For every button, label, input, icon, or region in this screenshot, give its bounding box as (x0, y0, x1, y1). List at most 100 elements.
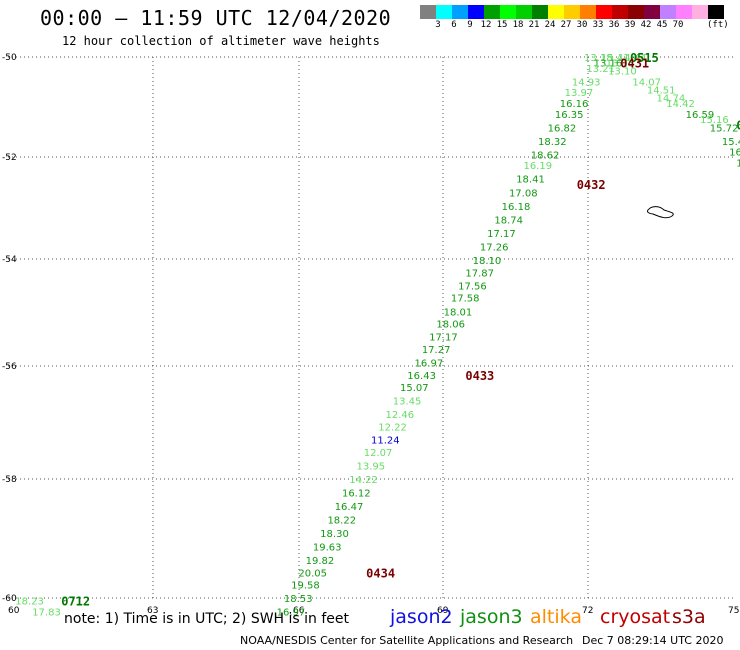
pass-time-label: 0431 (620, 56, 649, 70)
wave-height-label: 16.82 (548, 123, 577, 134)
color-scale-label: 6 (451, 20, 457, 30)
wave-height-label: 18.06 (436, 320, 465, 331)
wave-height-label: 16.18 (502, 202, 531, 213)
pass-time-label: 0516 (736, 119, 740, 133)
wave-height-label: 14.22 (349, 475, 378, 486)
legend-item-s3a: s3a (672, 606, 706, 628)
color-scale-swatch (564, 5, 580, 19)
color-scale-swatch (580, 5, 596, 19)
color-scale-swatch (708, 5, 724, 19)
legend-item-jason3: jason3 (460, 606, 523, 628)
wave-height-label: 18.10 (473, 256, 502, 267)
wave-height-label: 13.18 (584, 53, 613, 64)
color-scale-swatch (596, 5, 612, 19)
wave-height-label: 16.59 (686, 110, 715, 121)
wave-height-label: 16.71 (729, 148, 740, 159)
wave-height-label: 18.41 (516, 175, 545, 186)
wave-height-label: 17.17 (487, 229, 516, 240)
color-scale-swatch (644, 5, 660, 19)
wave-height-label: 16.97 (415, 359, 444, 370)
legend-item-jason2: jason2 (390, 606, 453, 628)
color-scale-swatch (660, 5, 676, 19)
color-scale-swatch (532, 5, 548, 19)
color-scale: 3 6 9 12 15 18 21 24 27 30 33 36 39 42 45 70 (ft) (420, 5, 740, 33)
x-tick-label: 66 (293, 606, 305, 616)
wave-height-label: 18.30 (320, 529, 349, 540)
color-scale-swatch (452, 5, 468, 19)
color-scale-swatch (516, 5, 532, 19)
color-scale-swatch (420, 5, 436, 19)
color-scale-label: 36 (608, 20, 620, 30)
wave-height-label: 19.63 (313, 543, 342, 554)
wave-height-label: 14.07 (632, 77, 661, 88)
wave-height-label: 13.18 (606, 58, 635, 69)
wave-height-label: 18.62 (531, 150, 560, 161)
color-scale-swatch (676, 5, 692, 19)
color-scale-label: 3 (435, 20, 441, 30)
wave-height-label: 16.43 (407, 371, 436, 382)
wave-height-label: 11.24 (371, 435, 400, 446)
color-scale-label: 24 (544, 20, 556, 30)
wave-height-label: 13.21 (586, 64, 615, 75)
x-tick-label: 75 (728, 606, 739, 616)
wave-height-label: 13.16 (594, 58, 623, 69)
color-scale-label: 9 (467, 20, 473, 30)
color-scale-swatch (548, 5, 564, 19)
color-scale-swatch (468, 5, 484, 19)
color-scale-label: 15 (496, 20, 508, 30)
wave-height-label: 16.97 (277, 608, 306, 619)
color-scale-label: 39 (624, 20, 636, 30)
wave-height-label: 14.44 (618, 53, 647, 64)
wave-height-label: 14.51 (647, 85, 676, 96)
wave-height-label: 18.01 (444, 307, 473, 318)
wave-height-label: 16.12 (342, 489, 371, 500)
wave-height-label: 16.47 (335, 502, 364, 513)
wave-height-label: 12.46 (386, 410, 415, 421)
wave-height-label: 17.56 (458, 281, 487, 292)
color-scale-label: 45 (656, 20, 668, 30)
wave-height-label: 18.32 (538, 137, 567, 148)
wave-height-label: 17.27 (422, 345, 451, 356)
footer-note: note: 1) Time is in UTC; 2) SWH is in fe… (64, 611, 350, 627)
wave-height-label: 17.08 (509, 188, 538, 199)
legend-item-cryosat: cryosat (600, 606, 671, 628)
y-tick-label: -50 (2, 53, 17, 63)
wave-height-label: 12.22 (378, 423, 407, 434)
wave-height-label: 17.17 (429, 333, 458, 344)
island-outline (647, 206, 674, 219)
color-scale-swatch (500, 5, 516, 19)
color-scale-swatch (692, 5, 708, 19)
wave-height-label: 19.58 (291, 580, 320, 591)
wave-height-label: 12.07 (364, 448, 393, 459)
x-tick-label: 63 (147, 606, 158, 616)
page-title: 00:00 – 11:59 UTC 12/04/2020 (40, 6, 392, 30)
wave-height-label: 15.07 (400, 383, 429, 394)
x-tick-label: 60 (8, 606, 20, 616)
wave-height-label: 14.74 (657, 94, 686, 105)
pass-time-label: 0434 (366, 567, 395, 581)
pass-time-label: 0712 (61, 595, 90, 609)
color-scale-swatch (484, 5, 500, 19)
wave-height-label: 16.16 (560, 99, 589, 110)
y-tick-label: -52 (2, 153, 17, 163)
wave-height-label: 20.05 (298, 569, 327, 580)
color-scale-labels: 3 6 9 12 15 18 21 24 27 30 33 36 39 42 45 70 (ft) (420, 19, 740, 33)
wave-height-label: 15.16 (700, 115, 729, 126)
pass-time-label: 0433 (465, 369, 494, 383)
color-scale-label: 12 (480, 20, 492, 30)
wave-height-label: 18.23 (15, 597, 44, 608)
color-scale-label: 18 (512, 20, 524, 30)
page-subtitle: 12 hour collection of altimeter wave hei… (62, 34, 380, 48)
wave-height-label: 13.97 (565, 88, 594, 99)
wave-height-label: 17.83 (32, 608, 61, 619)
wave-height-label: 18.22 (327, 516, 356, 527)
color-scale-swatch (436, 5, 452, 19)
wave-height-label: 14.93 (572, 77, 601, 88)
wave-height-label: 17.58 (451, 294, 480, 305)
wave-height-label: 18.53 (284, 594, 313, 605)
wave-height-label: 15.72 (710, 123, 739, 134)
x-tick-label: 72 (582, 606, 593, 616)
credit-text: NOAA/NESDIS Center for Satellite Applica… (240, 634, 574, 647)
wave-height-label: 13.10 (608, 67, 637, 78)
